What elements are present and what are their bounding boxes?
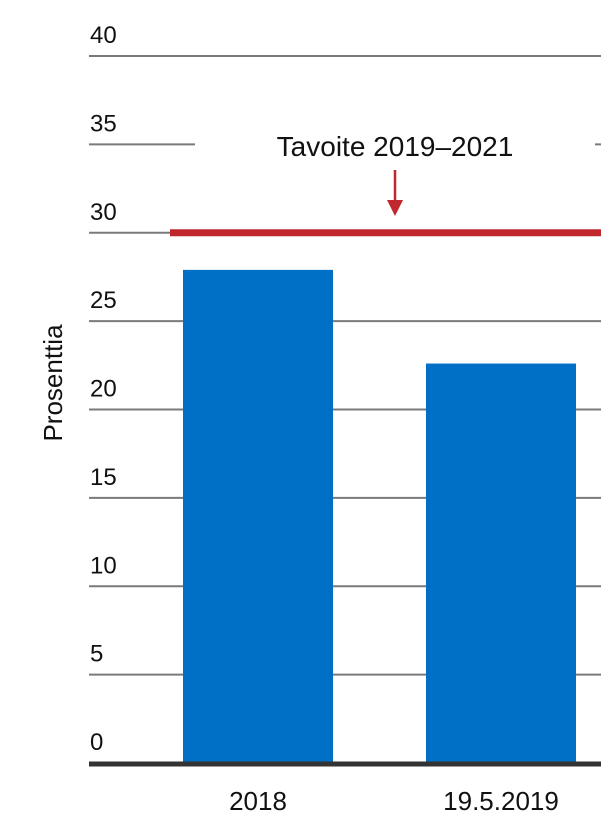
y-axis-label: Prosenttia [38, 324, 68, 442]
target-annotation-background [195, 122, 595, 166]
target-annotation-label: Tavoite 2019–2021 [277, 131, 514, 162]
y-tick-label: 25 [90, 287, 117, 314]
y-tick-label: 5 [90, 641, 103, 668]
y-tick-label: 10 [90, 552, 117, 579]
y-tick-labels: 0 5 10 15 20 25 30 35 40 [90, 22, 117, 756]
y-tick-label: 0 [90, 729, 103, 756]
bars [183, 269, 576, 763]
y-tick-label: 20 [90, 376, 117, 403]
y-tick-label: 35 [90, 110, 117, 137]
bar [183, 269, 333, 763]
y-tick-label: 40 [90, 22, 117, 49]
target-group: Tavoite 2019–2021 [170, 122, 601, 237]
y-tick-label: 15 [90, 464, 117, 491]
x-category-label: 19.5.2019 [443, 786, 559, 815]
y-tick-label: 30 [90, 199, 117, 226]
target-arrow-head [387, 200, 403, 216]
x-category-label: 2018 [229, 786, 287, 815]
x-category-labels: 2018 19.5.2019 [229, 786, 559, 815]
bar [426, 363, 576, 763]
